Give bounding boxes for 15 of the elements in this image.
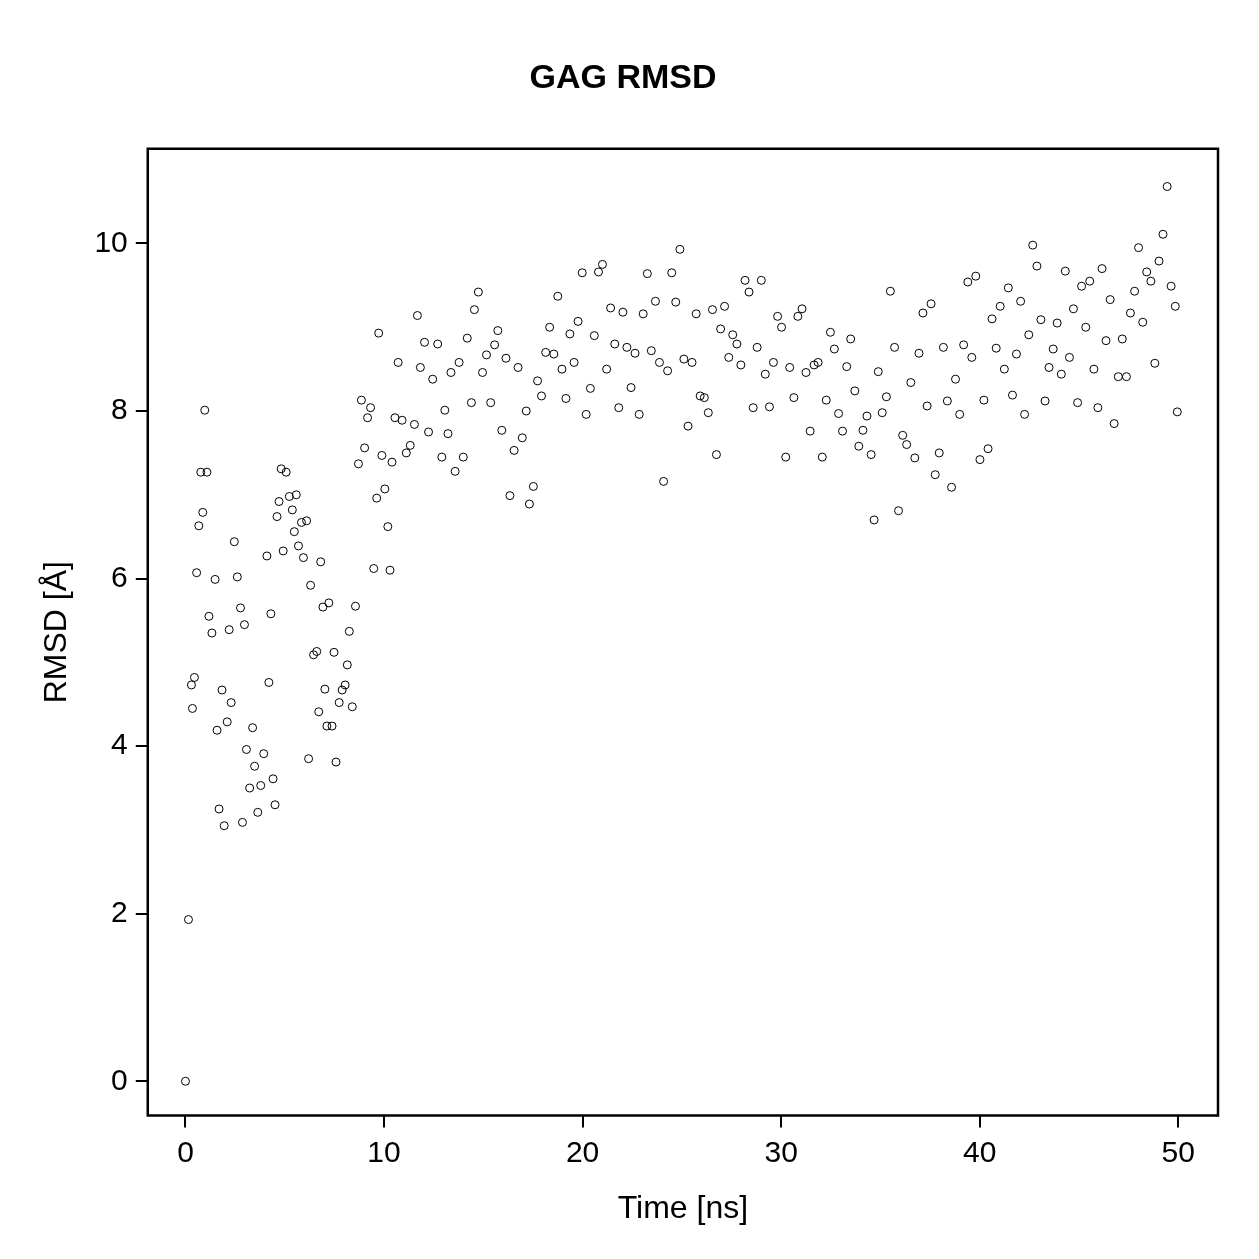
y-axis-title: RMSD [Å] xyxy=(37,561,74,704)
y-tick-label: 6 xyxy=(111,559,128,593)
y-tick-label: 4 xyxy=(111,727,128,761)
x-tick-label: 40 xyxy=(963,1134,997,1168)
chart-title: GAG RMSD xyxy=(529,56,717,95)
x-tick-label: 30 xyxy=(764,1134,798,1168)
y-tick-label: 2 xyxy=(111,894,128,928)
y-tick-label: 0 xyxy=(111,1062,128,1096)
y-tick-label: 10 xyxy=(94,224,128,258)
x-axis-title: Time [ns] xyxy=(617,1188,749,1225)
x-tick-label: 50 xyxy=(1161,1134,1195,1168)
y-tick-label: 8 xyxy=(111,392,128,426)
x-tick-label: 20 xyxy=(565,1134,600,1168)
x-tick-label: 10 xyxy=(367,1134,401,1168)
x-tick-label: 0 xyxy=(177,1134,194,1168)
